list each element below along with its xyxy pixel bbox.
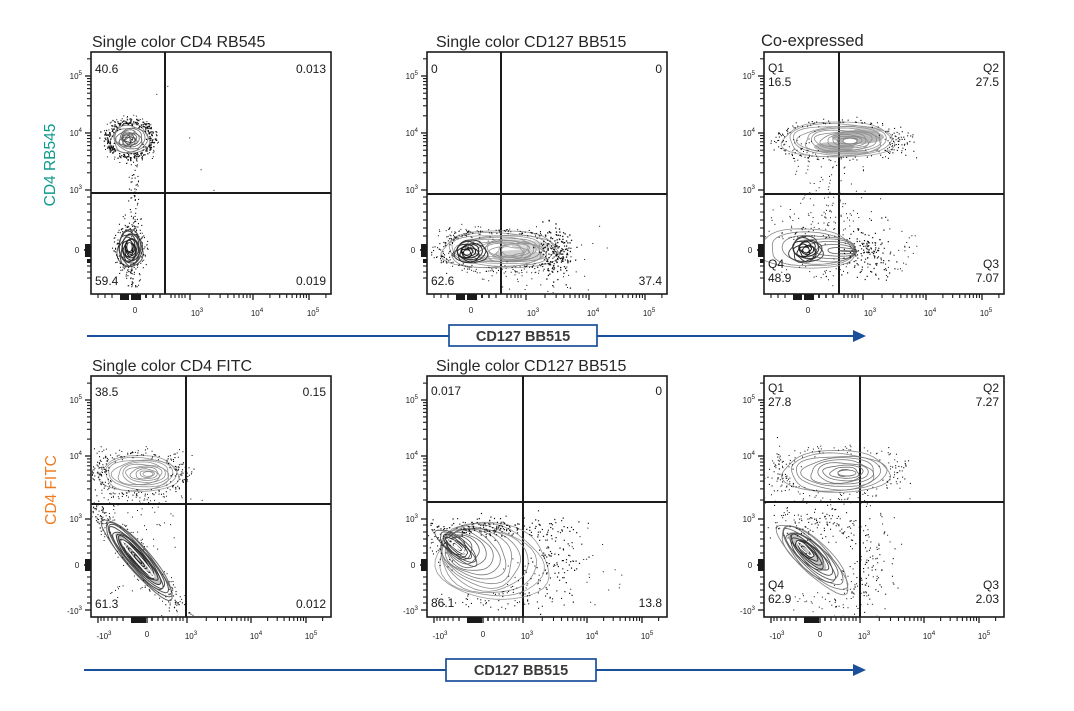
- svg-text:86.1: 86.1: [431, 596, 455, 610]
- svg-text:103: 103: [527, 307, 540, 318]
- svg-text:105: 105: [743, 70, 756, 81]
- svg-text:104: 104: [743, 450, 756, 461]
- svg-text:62.9: 62.9: [768, 592, 792, 606]
- svg-text:Single color CD127 BB515: Single color CD127 BB515: [436, 358, 626, 375]
- svg-text:62.6: 62.6: [431, 274, 455, 288]
- svg-text:7.07: 7.07: [976, 271, 1000, 285]
- svg-text:38.5: 38.5: [95, 385, 119, 399]
- svg-text:105: 105: [70, 394, 83, 405]
- svg-text:Q3: Q3: [983, 578, 999, 592]
- svg-text:105: 105: [305, 630, 318, 641]
- svg-text:16.5: 16.5: [768, 75, 792, 89]
- svg-text:105: 105: [70, 70, 83, 81]
- svg-text:103: 103: [70, 184, 83, 195]
- svg-text:103: 103: [406, 513, 419, 524]
- svg-text:104: 104: [251, 307, 264, 318]
- svg-text:Q3: Q3: [983, 257, 999, 271]
- svg-text:0: 0: [818, 630, 823, 639]
- svg-text:104: 104: [924, 307, 937, 318]
- svg-text:-103: -103: [769, 630, 785, 641]
- svg-text:104: 104: [743, 127, 756, 138]
- svg-text:105: 105: [743, 394, 756, 405]
- svg-text:0: 0: [481, 630, 486, 639]
- svg-text:0.019: 0.019: [296, 274, 326, 288]
- svg-text:0: 0: [75, 246, 80, 255]
- svg-text:105: 105: [641, 630, 654, 641]
- svg-text:104: 104: [250, 630, 263, 641]
- svg-text:CD4 FITC: CD4 FITC: [43, 455, 60, 525]
- svg-text:CD127 BB515: CD127 BB515: [474, 663, 568, 679]
- svg-text:Q4: Q4: [768, 257, 784, 271]
- svg-text:CD4 RB545: CD4 RB545: [42, 124, 59, 207]
- svg-text:-103: -103: [740, 605, 756, 616]
- svg-text:CD127 BB515: CD127 BB515: [476, 329, 570, 345]
- svg-text:13.8: 13.8: [639, 596, 663, 610]
- svg-text:0: 0: [748, 246, 753, 255]
- svg-text:Single color CD4 RB545: Single color CD4 RB545: [92, 34, 266, 51]
- svg-text:Q2: Q2: [983, 381, 999, 395]
- svg-text:2.03: 2.03: [976, 592, 1000, 606]
- svg-text:-103: -103: [67, 605, 83, 616]
- svg-text:104: 104: [586, 630, 599, 641]
- svg-text:0.013: 0.013: [296, 62, 326, 76]
- svg-text:0: 0: [133, 306, 138, 315]
- svg-text:0: 0: [655, 384, 662, 398]
- svg-text:Q1: Q1: [768, 381, 784, 395]
- svg-text:103: 103: [858, 630, 871, 641]
- svg-text:103: 103: [743, 513, 756, 524]
- svg-text:104: 104: [70, 450, 83, 461]
- svg-text:59.4: 59.4: [95, 274, 119, 288]
- svg-text:105: 105: [406, 394, 419, 405]
- svg-text:104: 104: [923, 630, 936, 641]
- svg-text:7.27: 7.27: [976, 395, 1000, 409]
- svg-text:104: 104: [406, 450, 419, 461]
- svg-text:0.012: 0.012: [296, 597, 326, 611]
- svg-text:Q1: Q1: [768, 61, 784, 75]
- svg-text:104: 104: [587, 307, 600, 318]
- svg-text:0.15: 0.15: [303, 385, 327, 399]
- svg-text:Single color CD127 BB515: Single color CD127 BB515: [436, 34, 626, 51]
- svg-text:-103: -103: [96, 630, 112, 641]
- svg-text:40.6: 40.6: [95, 62, 119, 76]
- svg-text:0: 0: [469, 306, 474, 315]
- svg-text:105: 105: [307, 307, 320, 318]
- svg-text:0: 0: [411, 561, 416, 570]
- svg-text:0.017: 0.017: [431, 384, 461, 398]
- svg-text:0: 0: [806, 306, 811, 315]
- svg-text:0: 0: [411, 246, 416, 255]
- svg-text:-103: -103: [403, 605, 419, 616]
- svg-text:103: 103: [521, 630, 534, 641]
- svg-text:104: 104: [70, 127, 83, 138]
- svg-text:27.5: 27.5: [976, 75, 1000, 89]
- svg-text:103: 103: [191, 307, 204, 318]
- svg-text:103: 103: [70, 513, 83, 524]
- svg-text:37.4: 37.4: [639, 274, 663, 288]
- svg-text:105: 105: [978, 630, 991, 641]
- svg-text:103: 103: [185, 630, 198, 641]
- svg-text:Q4: Q4: [768, 578, 784, 592]
- svg-text:103: 103: [743, 184, 756, 195]
- svg-text:Q2: Q2: [983, 61, 999, 75]
- svg-text:-103: -103: [432, 630, 448, 641]
- svg-text:Co-expressed: Co-expressed: [761, 32, 864, 50]
- svg-text:0: 0: [655, 62, 662, 76]
- svg-text:105: 105: [643, 307, 656, 318]
- svg-text:104: 104: [406, 127, 419, 138]
- svg-text:0: 0: [748, 561, 753, 570]
- svg-text:103: 103: [864, 307, 877, 318]
- svg-text:103: 103: [406, 184, 419, 195]
- svg-text:105: 105: [406, 70, 419, 81]
- svg-text:48.9: 48.9: [768, 271, 792, 285]
- svg-text:0: 0: [75, 561, 80, 570]
- svg-text:61.3: 61.3: [95, 597, 119, 611]
- svg-text:0: 0: [145, 630, 150, 639]
- svg-text:105: 105: [980, 307, 993, 318]
- svg-text:0: 0: [431, 62, 438, 76]
- svg-text:Single color CD4 FITC: Single color CD4 FITC: [92, 358, 252, 375]
- svg-text:27.8: 27.8: [768, 395, 792, 409]
